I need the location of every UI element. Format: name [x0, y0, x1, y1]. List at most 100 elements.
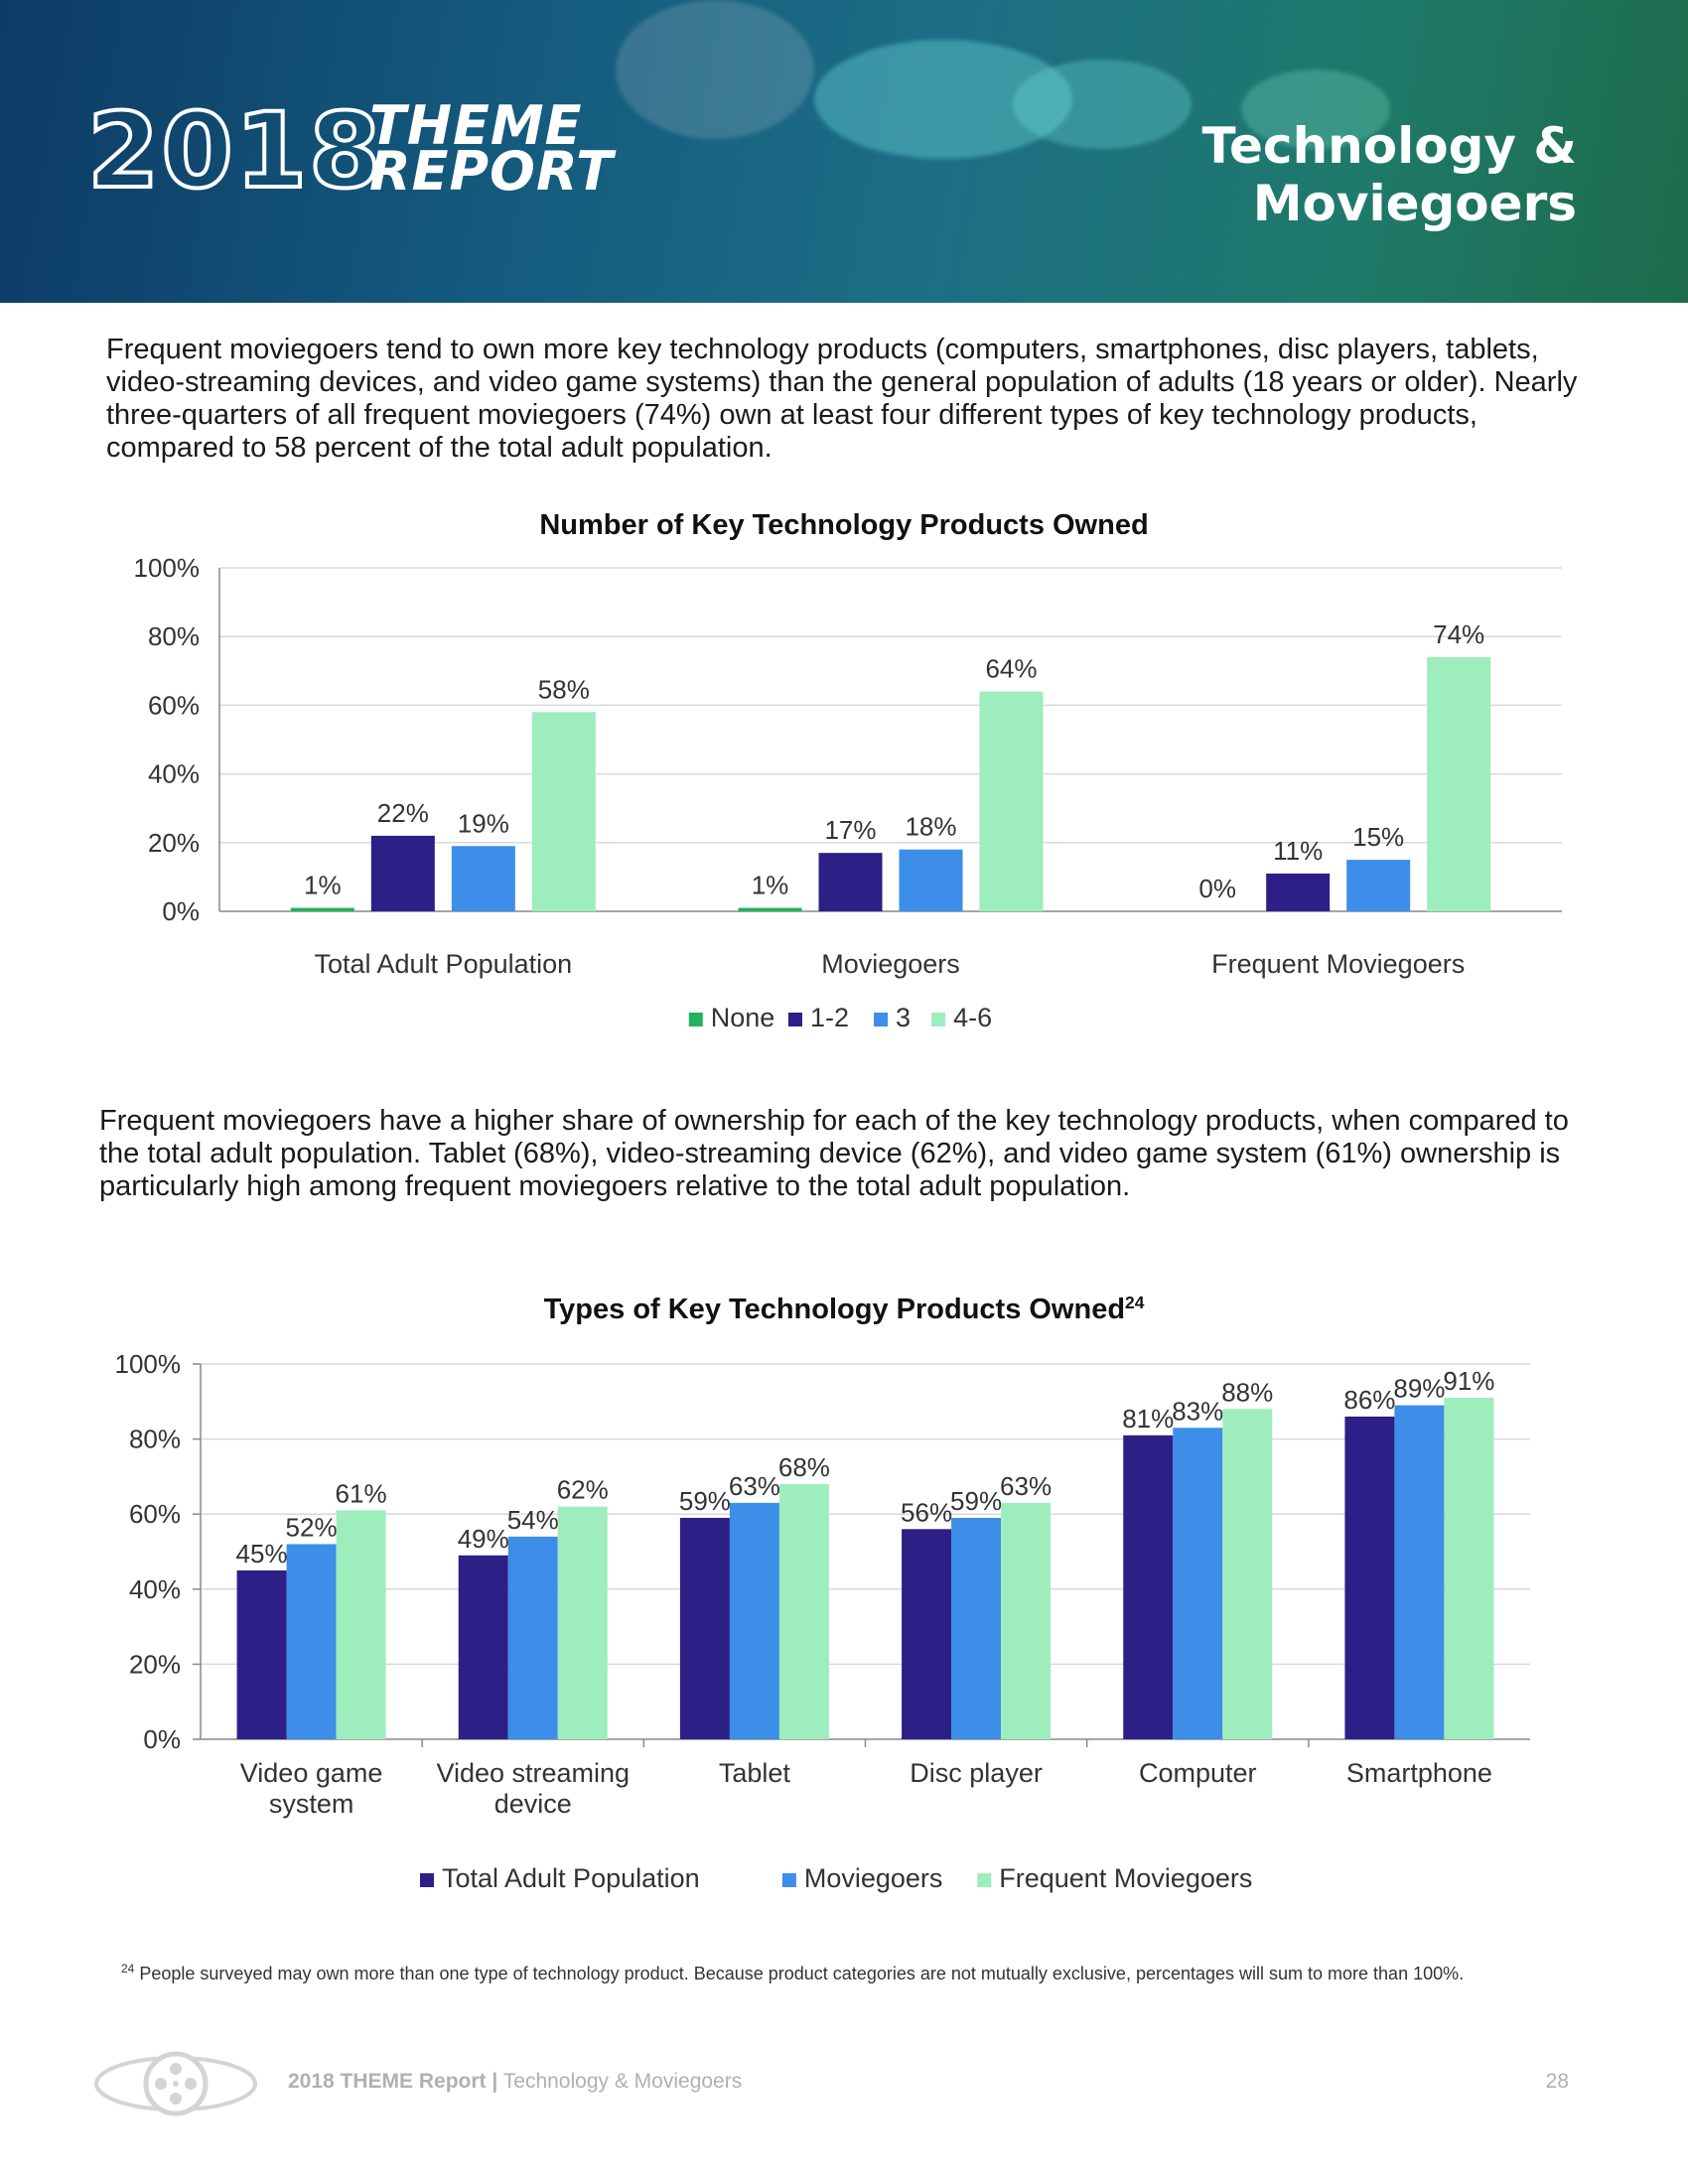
footer-report-name: 2018 THEME Report	[288, 2070, 487, 2093]
bar-frequent-moviegoers-smartphone	[1444, 1398, 1494, 1739]
category-label-tablet: Tablet	[719, 1758, 791, 1788]
section-title-line1: Technology &	[1201, 117, 1577, 175]
legend-swatch-moviegoers	[781, 1873, 796, 1887]
category-label-line: device	[494, 1789, 572, 1819]
category-label-line: Tablet	[719, 1758, 791, 1788]
data-label: 59%	[679, 1486, 731, 1516]
data-label: 63%	[1000, 1471, 1052, 1501]
data-label: 86%	[1343, 1385, 1395, 1415]
bar-total-adult-population-disc-player	[902, 1529, 952, 1739]
legend-label-4-6: 4-6	[953, 1003, 992, 1032]
y-tick-label: 40%	[129, 1574, 181, 1604]
y-tick-label: 0%	[162, 896, 200, 926]
bar-frequent-moviegoers-video-streaming-device	[557, 1506, 608, 1739]
bar-frequent-moviegoers-video-game-system	[336, 1510, 386, 1739]
legend-label-none: None	[711, 1003, 775, 1032]
data-label: 59%	[950, 1486, 1002, 1516]
header-banner: 2018 THEME REPORT Technology & Moviegoer…	[0, 0, 1688, 303]
data-label: 11%	[1273, 836, 1323, 866]
bar-3-total-adult-population	[451, 846, 515, 911]
y-tick-label: 80%	[129, 1425, 181, 1454]
legend-label-1-2: 1-2	[810, 1003, 849, 1032]
data-label: 81%	[1122, 1404, 1174, 1433]
data-label: 83%	[1172, 1396, 1223, 1426]
category-label-computer: Computer	[1139, 1758, 1257, 1788]
data-label: 54%	[507, 1505, 559, 1535]
legend-swatch-total-adult-population	[419, 1873, 434, 1887]
data-label: 19%	[458, 808, 509, 838]
ownership-paragraph: Frequent moviegoers have a higher share …	[99, 1105, 1569, 1202]
data-label: 58%	[538, 674, 590, 704]
category-label-video-game-system: Video game system	[240, 1758, 383, 1819]
section-title-line2: Moviegoers	[1252, 175, 1577, 232]
chart-title: Types of Key Technology Products Owned24	[544, 1293, 1145, 1325]
bar-moviegoers-disc-player	[951, 1517, 1002, 1739]
products-owned-count-chart: Number of Key Technology Products Owned 0…	[134, 509, 1562, 1032]
data-label: 89%	[1393, 1374, 1445, 1404]
bar-1-2-moviegoers	[818, 853, 883, 911]
y-tick-label: 80%	[148, 621, 200, 651]
bar-moviegoers-computer	[1173, 1428, 1223, 1739]
logo-theme-line: THEME	[369, 94, 583, 157]
logo-report-line: REPORT	[369, 140, 614, 203]
category-label-line: Frequent Moviegoers	[1211, 949, 1465, 979]
header-photo-glow	[616, 0, 814, 139]
intro-paragraph: Frequent moviegoers tend to own more key…	[106, 334, 1578, 464]
category-label-disc-player: Disc player	[910, 1758, 1043, 1788]
bar-frequent-moviegoers-computer	[1222, 1409, 1273, 1739]
category-label-video-streaming-device: Video streaming device	[436, 1758, 630, 1819]
bar-total-adult-population-tablet	[679, 1517, 730, 1739]
chart-title: Number of Key Technology Products Owned	[539, 509, 1148, 541]
legend-swatch-4-6	[931, 1013, 946, 1026]
product-types-chart: Types of Key Technology Products Owned24…	[115, 1293, 1530, 1893]
legend-swatch-3	[874, 1013, 889, 1026]
header-photo-glow	[1241, 69, 1390, 149]
data-label: 56%	[901, 1497, 952, 1527]
footer-separator: |	[492, 2070, 498, 2093]
y-tick-label: 60%	[129, 1499, 181, 1529]
legend-label-3: 3	[896, 1003, 911, 1032]
data-label: 0%	[1198, 874, 1236, 903]
category-label-line: Smartphone	[1346, 1758, 1492, 1788]
category-label-moviegoers: Moviegoers	[821, 949, 960, 979]
data-label: 91%	[1443, 1366, 1494, 1396]
page-number: 28	[1545, 2070, 1569, 2093]
category-label-line: Video streaming	[436, 1758, 630, 1788]
legend-swatch-frequent-moviegoers	[977, 1873, 992, 1887]
bar-total-adult-population-video-streaming-device	[458, 1555, 508, 1739]
category-label-line: Video game	[240, 1758, 383, 1788]
data-label: 64%	[985, 654, 1037, 684]
category-label-line: system	[269, 1789, 354, 1819]
bar-frequent-moviegoers-tablet	[778, 1483, 829, 1739]
data-label: 49%	[458, 1524, 509, 1554]
footer-text: 2018 THEME Report | Technology & Moviego…	[288, 2070, 742, 2094]
y-tick-label: 100%	[115, 1349, 182, 1379]
logo-year: 2018	[85, 90, 383, 211]
y-tick-label: 60%	[148, 690, 200, 720]
bar-none-moviegoers	[738, 907, 802, 911]
bar-moviegoers-video-streaming-device	[507, 1536, 558, 1739]
bar-moviegoers-smartphone	[1394, 1405, 1445, 1739]
bar-total-adult-population-smartphone	[1344, 1416, 1395, 1739]
data-label: 45%	[236, 1539, 288, 1569]
bar-moviegoers-tablet	[729, 1502, 779, 1739]
footnote: 24 People surveyed may own more than one…	[121, 1962, 1611, 1984]
category-label-total-adult-population: Total Adult Population	[314, 949, 572, 979]
data-label: 52%	[286, 1512, 338, 1542]
category-label-line: Total Adult Population	[314, 949, 572, 979]
data-label: 1%	[304, 871, 342, 900]
bar-4-6-frequent-moviegoers	[1427, 656, 1491, 911]
bar-none-total-adult-population	[290, 907, 354, 911]
section-title: Technology & Moviegoers	[1202, 117, 1577, 232]
film-reel-logo	[94, 2051, 257, 2116]
footnote-text: People surveyed may own more than one ty…	[139, 1964, 1465, 1983]
data-label: 88%	[1221, 1377, 1273, 1407]
data-label: 1%	[752, 871, 789, 900]
category-label-smartphone: Smartphone	[1346, 1758, 1492, 1788]
bar-moviegoers-video-game-system	[286, 1544, 337, 1739]
legend-label-total-adult-population: Total Adult Population	[442, 1863, 700, 1893]
bar-1-2-frequent-moviegoers	[1266, 873, 1331, 911]
y-tick-label: 0%	[143, 1724, 181, 1754]
header-photo-glow	[1013, 60, 1192, 149]
bar-4-6-moviegoers	[979, 691, 1044, 911]
